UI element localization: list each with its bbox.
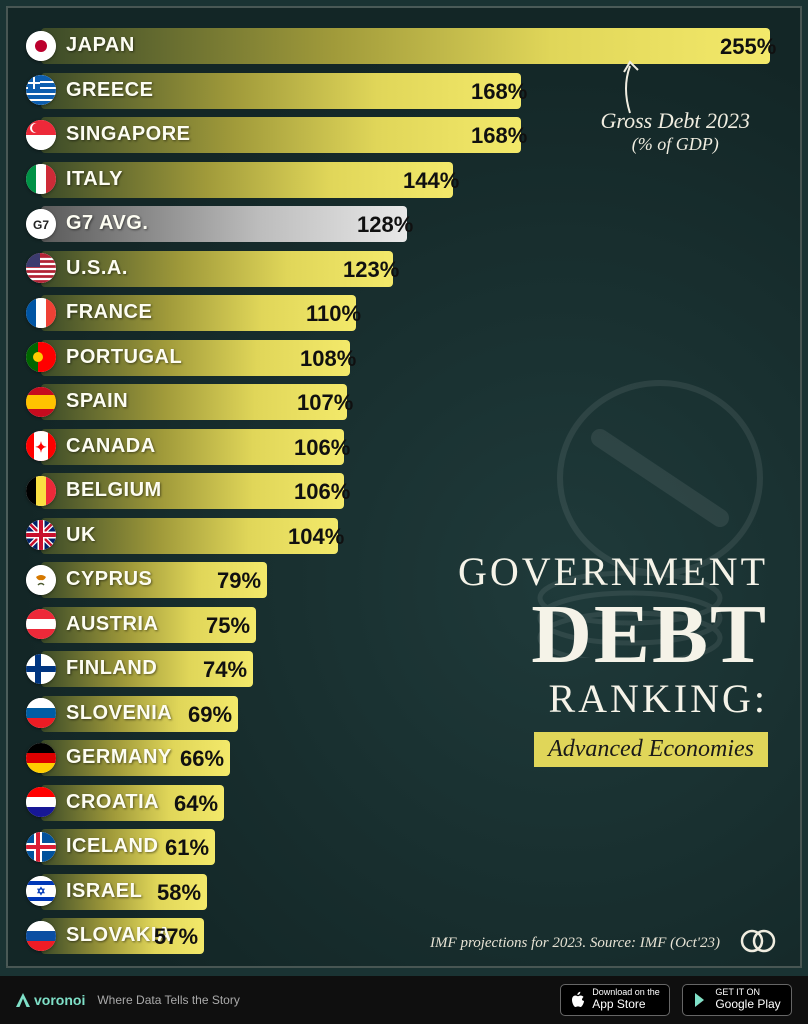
play-small: GET IT ON bbox=[715, 987, 760, 997]
country-label: SPAIN bbox=[66, 390, 128, 413]
chart-row: SPAIN 107% bbox=[26, 382, 774, 422]
chart-row: ✡ ISRAEL 58% bbox=[26, 872, 774, 912]
country-label: PORTUGAL bbox=[66, 346, 182, 369]
chart-row: PORTUGAL 108% bbox=[26, 338, 774, 378]
value-label: 168% bbox=[471, 123, 527, 149]
value-label: 106% bbox=[294, 479, 350, 505]
value-label: 110% bbox=[306, 301, 361, 327]
value-label: 61% bbox=[165, 835, 209, 861]
chart-row: CROATIA 64% bbox=[26, 783, 774, 823]
appstore-big: App Store bbox=[592, 998, 660, 1011]
play-big: Google Play bbox=[715, 998, 780, 1011]
annotation-label: Gross Debt 2023 (% of GDP) bbox=[600, 108, 750, 155]
value-label: 104% bbox=[288, 524, 344, 550]
googleplay-badge[interactable]: GET IT ONGoogle Play bbox=[682, 984, 792, 1016]
country-label: G7 AVG. bbox=[66, 212, 148, 235]
play-icon bbox=[693, 992, 709, 1008]
annotation-line1: Gross Debt 2023 bbox=[600, 108, 750, 134]
footer-bar: voronoi Where Data Tells the Story Downl… bbox=[0, 976, 808, 1024]
brand-tagline: Where Data Tells the Story bbox=[97, 993, 240, 1007]
chart-row: FRANCE 110% bbox=[26, 293, 774, 333]
value-label: 64% bbox=[174, 791, 218, 817]
country-label: FRANCE bbox=[66, 301, 152, 324]
country-label: ISRAEL bbox=[66, 880, 142, 903]
apple-icon bbox=[570, 991, 586, 1009]
infographic-frame: JAPAN 255% GREECE 168% SINGAPORE 168% ITALY 144… bbox=[6, 6, 802, 968]
source-text: IMF projections for 2023. Source: IMF (O… bbox=[430, 935, 720, 952]
country-label: U.S.A. bbox=[66, 257, 128, 280]
flag-icon bbox=[26, 565, 56, 595]
country-label: BELGIUM bbox=[66, 479, 162, 502]
country-label: JAPAN bbox=[66, 34, 135, 57]
brand-icon bbox=[16, 993, 30, 1007]
country-label: UK bbox=[66, 524, 96, 547]
brand-name: voronoi bbox=[34, 992, 85, 1008]
flag-icon bbox=[26, 31, 56, 61]
appstore-small: Download on the bbox=[592, 987, 660, 997]
flag-icon bbox=[26, 921, 56, 951]
svg-text:✦: ✦ bbox=[35, 439, 47, 455]
country-label: FINLAND bbox=[66, 657, 157, 680]
bar bbox=[41, 28, 770, 64]
flag-icon bbox=[26, 476, 56, 506]
country-label: CANADA bbox=[66, 435, 156, 458]
flag-icon: G7 bbox=[26, 209, 56, 239]
chart-row: ICELAND 61% bbox=[26, 827, 774, 867]
flag-icon bbox=[26, 832, 56, 862]
title-line3: RANKING: bbox=[458, 675, 768, 722]
value-label: 75% bbox=[206, 613, 250, 639]
flag-icon bbox=[26, 654, 56, 684]
subtitle: Advanced Economies bbox=[534, 732, 768, 767]
chart-row: GREECE 168% bbox=[26, 71, 774, 111]
title-block: GOVERNMENT DEBT RANKING: Advanced Econom… bbox=[458, 548, 768, 767]
debt-bar-chart: JAPAN 255% GREECE 168% SINGAPORE 168% ITALY 144… bbox=[26, 26, 774, 956]
country-label: GREECE bbox=[66, 79, 153, 102]
flag-icon bbox=[26, 387, 56, 417]
brand-logo: voronoi bbox=[16, 992, 85, 1008]
country-label: SLOVENIA bbox=[66, 702, 172, 725]
value-label: 168% bbox=[471, 79, 527, 105]
value-label: 107% bbox=[297, 390, 353, 416]
value-label: 57% bbox=[154, 924, 198, 950]
flag-icon bbox=[26, 120, 56, 150]
country-label: AUSTRIA bbox=[66, 613, 158, 636]
country-label: ICELAND bbox=[66, 835, 158, 858]
appstore-badge[interactable]: Download on theApp Store bbox=[560, 984, 670, 1016]
value-label: 123% bbox=[343, 257, 399, 283]
chart-row: ITALY 144% bbox=[26, 160, 774, 200]
country-label: ITALY bbox=[66, 168, 123, 191]
value-label: 108% bbox=[300, 346, 356, 372]
country-label: GERMANY bbox=[66, 746, 172, 769]
country-label: SINGAPORE bbox=[66, 123, 191, 146]
value-label: 106% bbox=[294, 435, 350, 461]
country-label: CROATIA bbox=[66, 791, 159, 814]
chart-row: U.S.A. 123% bbox=[26, 249, 774, 289]
chart-row: JAPAN 255% bbox=[26, 26, 774, 66]
value-label: 58% bbox=[157, 880, 201, 906]
value-label: 79% bbox=[217, 568, 261, 594]
title-line2: DEBT bbox=[458, 595, 768, 675]
value-label: 74% bbox=[203, 657, 247, 683]
country-label: CYPRUS bbox=[66, 568, 152, 591]
value-label: 255% bbox=[720, 34, 776, 60]
svg-text:✡: ✡ bbox=[36, 886, 45, 898]
chart-row: ✦ CANADA 106% bbox=[26, 427, 774, 467]
svg-text:G7: G7 bbox=[33, 218, 49, 232]
flag-icon bbox=[26, 298, 56, 328]
value-label: 128% bbox=[357, 212, 413, 238]
value-label: 66% bbox=[180, 746, 224, 772]
annotation-line2: (% of GDP) bbox=[600, 134, 750, 155]
value-label: 69% bbox=[188, 702, 232, 728]
value-label: 144% bbox=[403, 168, 459, 194]
chart-row: BELGIUM 106% bbox=[26, 471, 774, 511]
chart-row: G7 G7 AVG. 128% bbox=[26, 204, 774, 244]
flag-icon bbox=[26, 743, 56, 773]
